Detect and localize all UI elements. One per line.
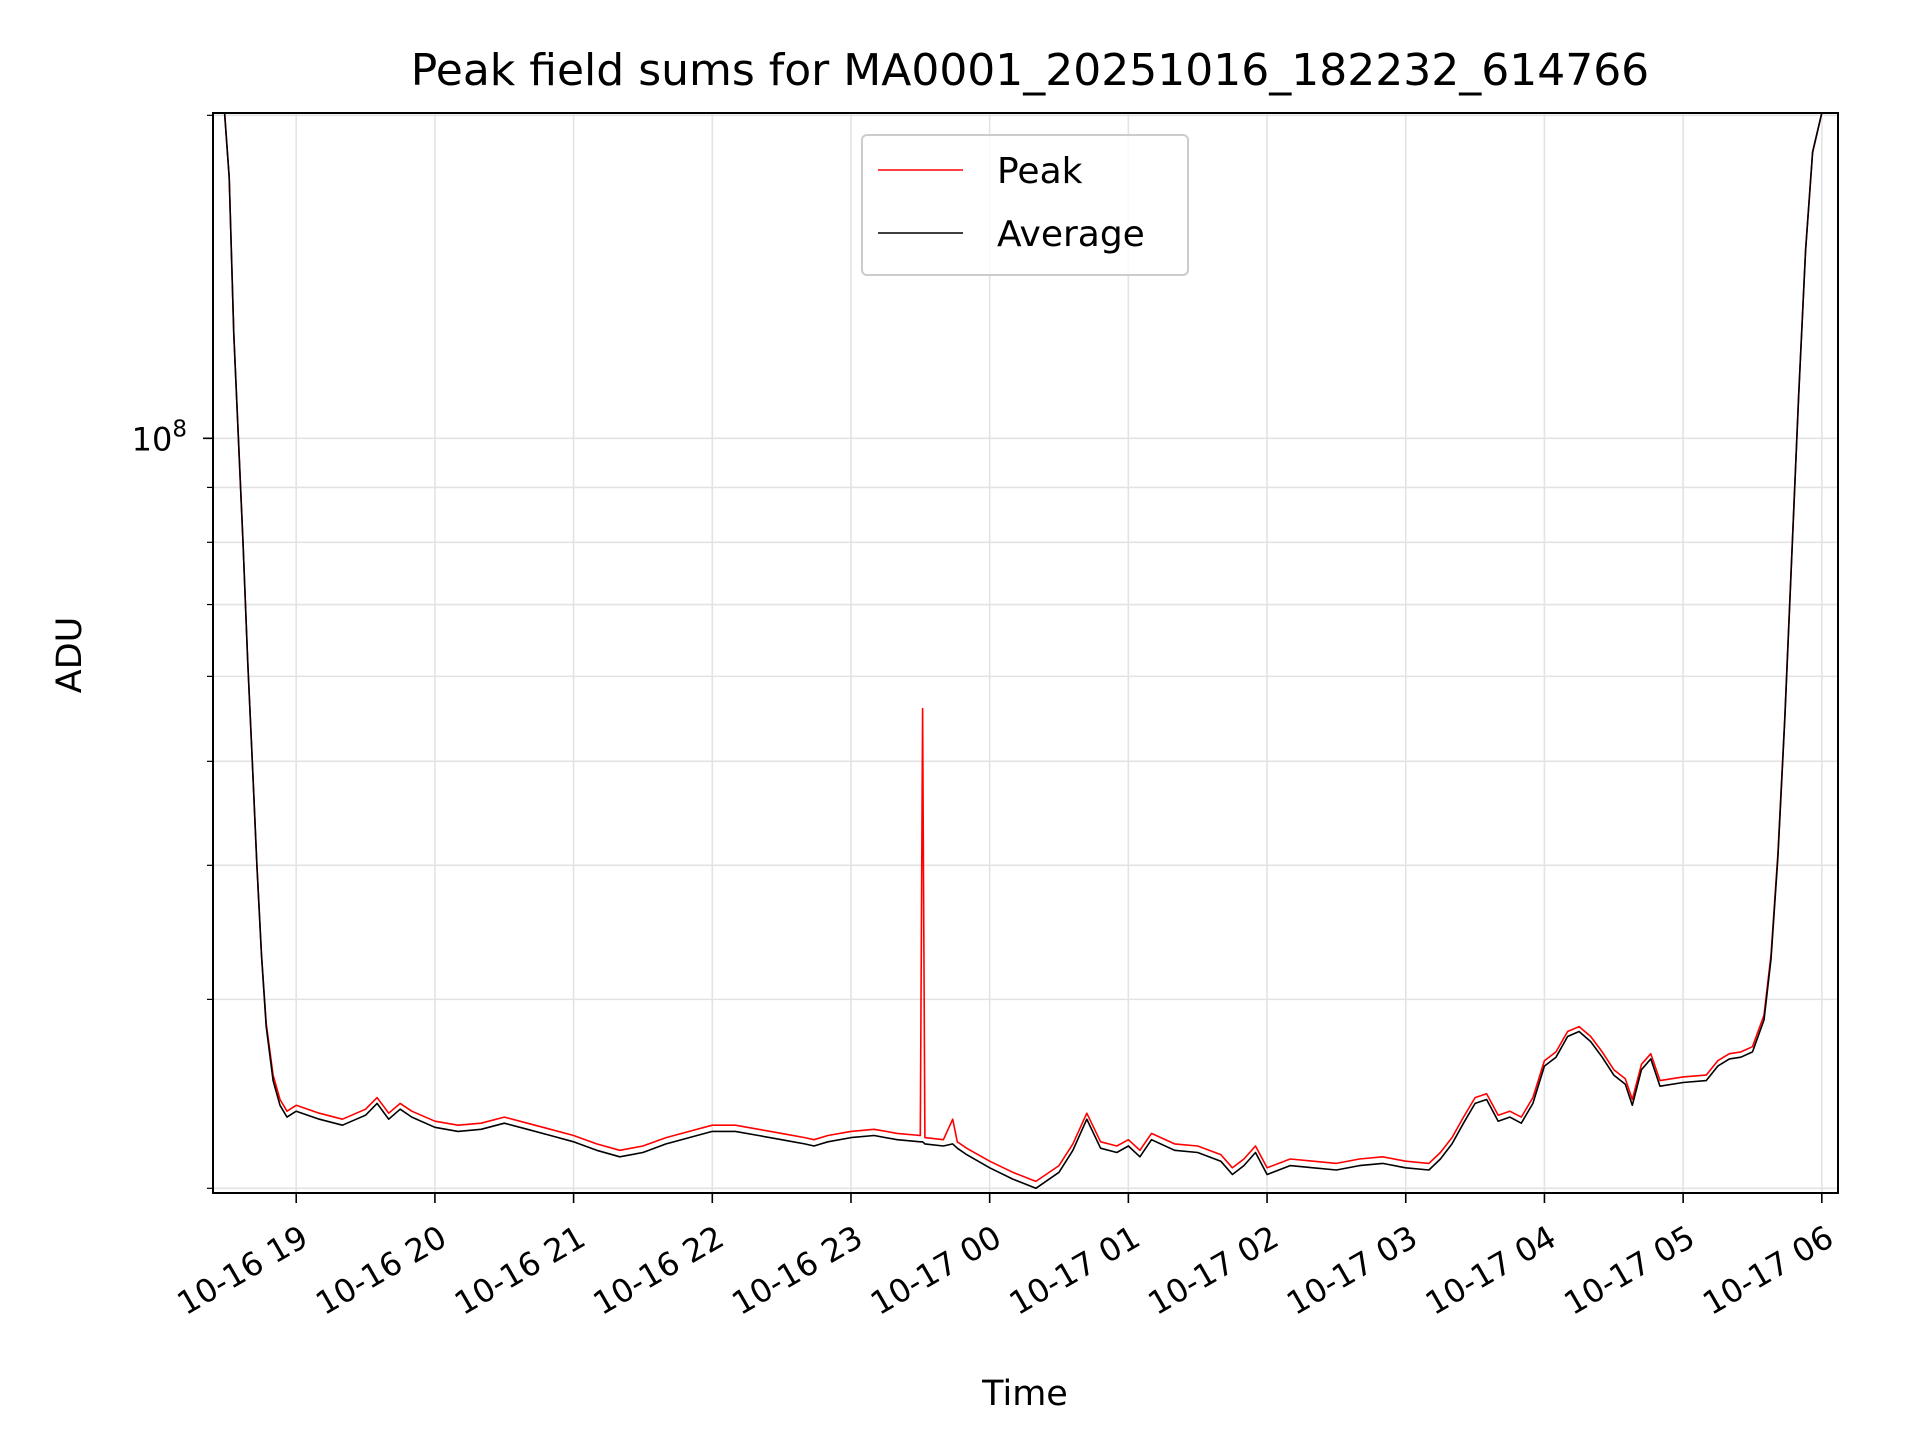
grid xyxy=(213,113,1838,1193)
x-axis-label: Time xyxy=(981,1374,1068,1414)
series-line-average xyxy=(223,113,1823,1190)
plot-frame xyxy=(212,112,1839,1194)
legend-peak-label: Peak xyxy=(997,151,1083,192)
series-line-peak xyxy=(223,113,1823,1183)
chart-title: Peak field sums for MA0001_20251016_1822… xyxy=(411,45,1649,96)
y-tick-label: 108 xyxy=(132,416,187,458)
y-axis-label: ADU xyxy=(50,617,90,694)
legend: Peak Average xyxy=(861,134,1189,276)
series-lines xyxy=(223,113,1823,1190)
legend-average-label: Average xyxy=(997,214,1145,255)
y-axis-ticks: 108 xyxy=(132,114,213,1189)
